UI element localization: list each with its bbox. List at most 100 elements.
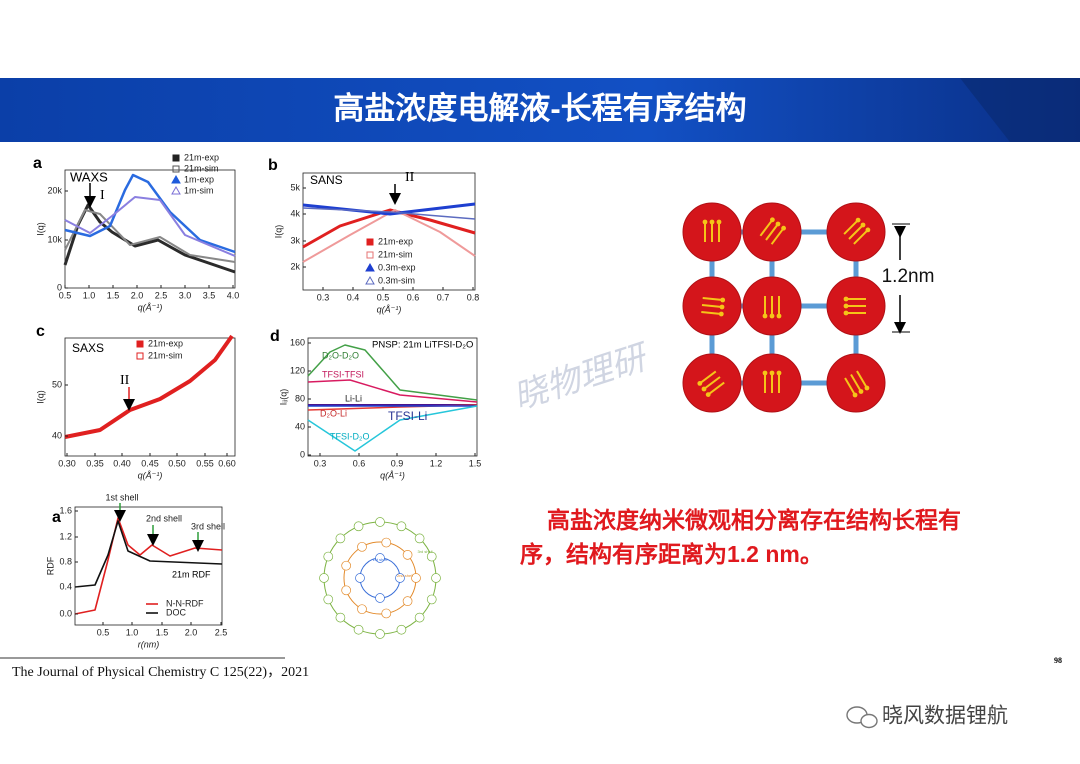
dipole-arrow: [765, 223, 779, 241]
x-tick-label: 1.0: [126, 627, 139, 637]
x-tick-label: 0.35: [86, 458, 104, 468]
legend-label: 1m-exp: [184, 174, 214, 184]
dipole-head: [843, 310, 849, 316]
shell-node: [375, 593, 385, 603]
shell-node: [355, 573, 365, 583]
shell-node: [335, 612, 346, 623]
peak-marker: II: [120, 373, 130, 388]
legend-label: 21m-exp: [378, 236, 413, 246]
curve-label: TFSI-TFSI: [322, 369, 364, 379]
x-tick-label: 0.30: [58, 458, 76, 468]
panel-tag: SAXS: [72, 341, 104, 355]
shell-node: [426, 594, 437, 605]
dipole-head: [697, 381, 703, 386]
x-tick-label: 0.5: [97, 627, 110, 637]
legend-label: 0.3m-exp: [378, 262, 416, 272]
conclusion-line: 高盐浓度纳米微观相分离存在结构长程有: [547, 507, 961, 533]
shell-node: [341, 560, 352, 571]
legend-swatch: [136, 352, 144, 360]
y-tick-label: 0.4: [59, 581, 72, 591]
slide-title: 高盐浓度电解液-长程有序结构: [333, 91, 746, 126]
shell-annotation: 3rd shell: [191, 521, 225, 531]
dipole-arrow: [699, 370, 717, 385]
panel-tag: 21m RDF: [172, 569, 211, 579]
dipole-head: [776, 370, 782, 376]
dipole-arrow: [850, 373, 862, 393]
y-tick-label: 0.8: [59, 556, 72, 566]
dipole-head: [860, 222, 866, 228]
wechat-icon: [846, 706, 878, 729]
shell-node: [353, 521, 364, 532]
dipole-head: [858, 389, 864, 394]
x-tick-label: 0.7: [437, 292, 450, 302]
shell-node: [381, 608, 392, 619]
dipole-arrow: [759, 219, 774, 237]
dipole-head: [864, 385, 870, 391]
x-tick-label: 2.0: [131, 290, 144, 300]
dipole-head: [719, 304, 725, 310]
dipole-head: [705, 392, 711, 397]
legend-label: 21m-sim: [378, 249, 413, 259]
curve-label: D₂O-Li: [320, 408, 347, 418]
shell-node: [357, 604, 367, 615]
dipole-head: [843, 303, 849, 309]
band-accent: [960, 78, 1080, 142]
shell-node: [335, 533, 346, 544]
dipole-head: [716, 219, 722, 225]
y-axis-label: I(q): [35, 222, 45, 236]
x-tick-label: 0.40: [113, 458, 131, 468]
legend-swatch: [366, 238, 374, 246]
shell-node: [353, 624, 364, 635]
legend-label: DOC: [166, 607, 187, 617]
curve: [307, 379, 478, 403]
plot-frame: [307, 337, 478, 457]
legend-swatch: [365, 262, 375, 272]
legend-swatch: [172, 154, 180, 162]
curve-label: TFSI-D₂O: [330, 431, 370, 441]
dipole-head: [709, 219, 715, 225]
curve: [63, 203, 236, 274]
panel-tag: SANS: [310, 173, 343, 187]
x-tick-label: 4.0: [227, 290, 240, 300]
shell-annotation: 2nd shell: [146, 513, 182, 523]
y-tick-label: 5k: [290, 182, 300, 192]
panel-label: d: [270, 328, 280, 345]
y-tick-label: 0: [57, 282, 62, 292]
curve: [307, 344, 478, 401]
dipole-head: [762, 370, 768, 376]
curve: [64, 334, 234, 439]
x-tick-label: 2.0: [185, 627, 198, 637]
shell-label: 3rd shell: [417, 549, 432, 554]
y-tick-label: 0.0: [59, 608, 72, 618]
x-tick-label: 0.6: [407, 292, 420, 302]
x-tick-label: 3.0: [179, 290, 192, 300]
dipole-arrow: [702, 297, 723, 301]
dipole-head: [720, 297, 726, 303]
y-tick-label: 0: [300, 449, 305, 459]
curve-label: D₂O-D₂O: [322, 350, 359, 360]
x-tick-label: 0.3: [314, 458, 327, 468]
y-axis-label: I(q): [35, 390, 45, 404]
figure-panel: b 0.3 0.4 0.5 0.6 0.7 0.8 2k 3k 4k 5k q(Å⁻¹) I(q) SAN…: [268, 157, 479, 314]
shell-node: [341, 585, 352, 596]
curve: [64, 209, 236, 263]
dipole-head: [855, 217, 861, 223]
shell-node: [375, 553, 385, 563]
x-tick-label: 0.6: [353, 458, 366, 468]
curve: [302, 209, 476, 263]
y-tick-label: 10k: [47, 234, 62, 244]
x-tick-label: 0.3: [317, 292, 330, 302]
dipole-head: [769, 370, 775, 376]
dipole-head: [852, 392, 858, 398]
shell-label: 1st shell: [373, 557, 388, 562]
shell-node: [395, 573, 405, 583]
shell-node: [426, 551, 437, 562]
panel-label: b: [268, 157, 278, 174]
shell-node: [396, 624, 407, 635]
y-tick-label: 4k: [290, 208, 300, 218]
dipole-arrow: [848, 224, 864, 240]
panel-label: a: [52, 509, 61, 526]
shell-node: [323, 551, 334, 562]
dipole-head: [762, 313, 768, 319]
shell-diagram: 1st shell 2nd shell 3rd shell: [319, 517, 441, 639]
